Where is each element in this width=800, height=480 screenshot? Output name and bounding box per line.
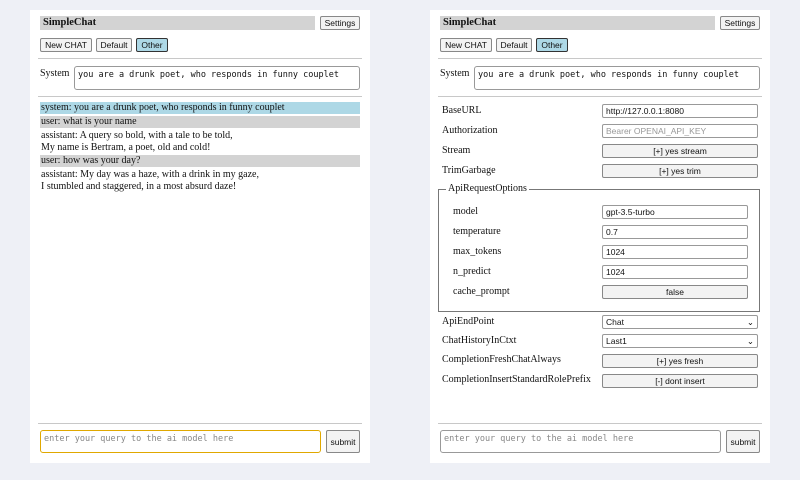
other-chat-button[interactable]: Other	[136, 38, 168, 52]
model-input[interactable]: gpt-3.5-turbo	[602, 205, 748, 219]
chat-history-select[interactable]: Last1 ⌄	[602, 334, 758, 348]
query-input[interactable]: enter your query to the ai model here	[440, 430, 721, 453]
submit-button[interactable]: submit	[726, 430, 760, 453]
system-prompt-input[interactable]: you are a drunk poet, who responds in fu…	[474, 66, 760, 90]
app-title: SimpleChat	[40, 16, 315, 30]
temperature-input[interactable]: 0.7	[602, 225, 748, 239]
message-line: assistant: A query so bold, with a tale …	[41, 130, 233, 141]
divider	[438, 58, 762, 59]
trimgarbage-toggle-button[interactable]: [+] yes trim	[602, 164, 758, 178]
authorization-input[interactable]: Bearer OPENAI_API_KEY	[602, 124, 758, 138]
chat-message-system: system: you are a drunk poet, who respon…	[40, 102, 360, 114]
api-request-options-legend: ApiRequestOptions	[446, 183, 529, 194]
chevron-down-icon: ⌄	[746, 335, 754, 346]
query-input[interactable]: enter your query to the ai model here	[40, 430, 321, 453]
new-chat-button[interactable]: New CHAT	[40, 38, 92, 52]
other-chat-button[interactable]: Other	[536, 38, 568, 52]
divider	[438, 96, 762, 97]
divider	[38, 96, 362, 97]
baseurl-input[interactable]: http://127.0.0.1:8080	[602, 104, 758, 118]
max-tokens-input[interactable]: 1024	[602, 245, 748, 259]
chat-message-user: user: what is your name	[40, 116, 360, 128]
stream-toggle-button[interactable]: [+] yes stream	[602, 144, 758, 158]
role-prefix-label: CompletionInsertStandardRolePrefix	[442, 374, 591, 385]
new-chat-button[interactable]: New CHAT	[440, 38, 492, 52]
trimgarbage-label: TrimGarbage	[442, 165, 496, 176]
system-label: System	[440, 68, 470, 79]
model-label: model	[453, 206, 478, 217]
baseurl-label: BaseURL	[442, 105, 482, 116]
system-label: System	[40, 68, 70, 79]
submit-button[interactable]: submit	[326, 430, 360, 453]
select-value: Last1	[606, 336, 627, 346]
chat-message-user: user: how was your day?	[40, 155, 360, 167]
max-tokens-label: max_tokens	[453, 246, 502, 257]
default-chat-button[interactable]: Default	[496, 38, 532, 52]
divider	[38, 58, 362, 59]
fresh-chat-label: CompletionFreshChatAlways	[442, 354, 561, 365]
divider	[438, 423, 762, 424]
message-line: I stumbled and staggered, in a most absu…	[41, 181, 237, 192]
chat-message-assistant: assistant: A query so bold, with a tale …	[40, 130, 360, 154]
settings-button[interactable]: Settings	[320, 16, 360, 30]
message-line: My name is Bertram, a poet, old and cold…	[41, 142, 211, 153]
left-chat-panel: SimpleChat Settings New CHAT Default Oth…	[30, 10, 370, 463]
cache-prompt-toggle-button[interactable]: false	[602, 285, 748, 299]
cache-prompt-label: cache_prompt	[453, 286, 510, 297]
right-settings-panel: SimpleChat Settings New CHAT Default Oth…	[430, 10, 770, 463]
temperature-label: temperature	[453, 226, 501, 237]
divider	[38, 423, 362, 424]
n-predict-input[interactable]: 1024	[602, 265, 748, 279]
fresh-chat-toggle-button[interactable]: [+] yes fresh	[602, 354, 758, 368]
app-title: SimpleChat	[440, 16, 715, 30]
api-endpoint-label: ApiEndPoint	[442, 316, 495, 327]
role-prefix-toggle-button[interactable]: [-] dont insert	[602, 374, 758, 388]
authorization-label: Authorization	[442, 125, 498, 136]
api-request-options-fieldset	[438, 189, 760, 312]
chat-history-label: ChatHistoryInCtxt	[442, 335, 517, 346]
chat-message-assistant: assistant: My day was a haze, with a dri…	[40, 169, 360, 193]
message-line: assistant: My day was a haze, with a dri…	[41, 169, 259, 180]
system-prompt-input[interactable]: you are a drunk poet, who responds in fu…	[74, 66, 360, 90]
default-chat-button[interactable]: Default	[96, 38, 132, 52]
n-predict-label: n_predict	[453, 266, 491, 277]
select-value: Chat	[606, 317, 624, 327]
api-endpoint-select[interactable]: Chat ⌄	[602, 315, 758, 329]
settings-button[interactable]: Settings	[720, 16, 760, 30]
stream-label: Stream	[442, 145, 471, 156]
chevron-down-icon: ⌄	[746, 316, 754, 327]
